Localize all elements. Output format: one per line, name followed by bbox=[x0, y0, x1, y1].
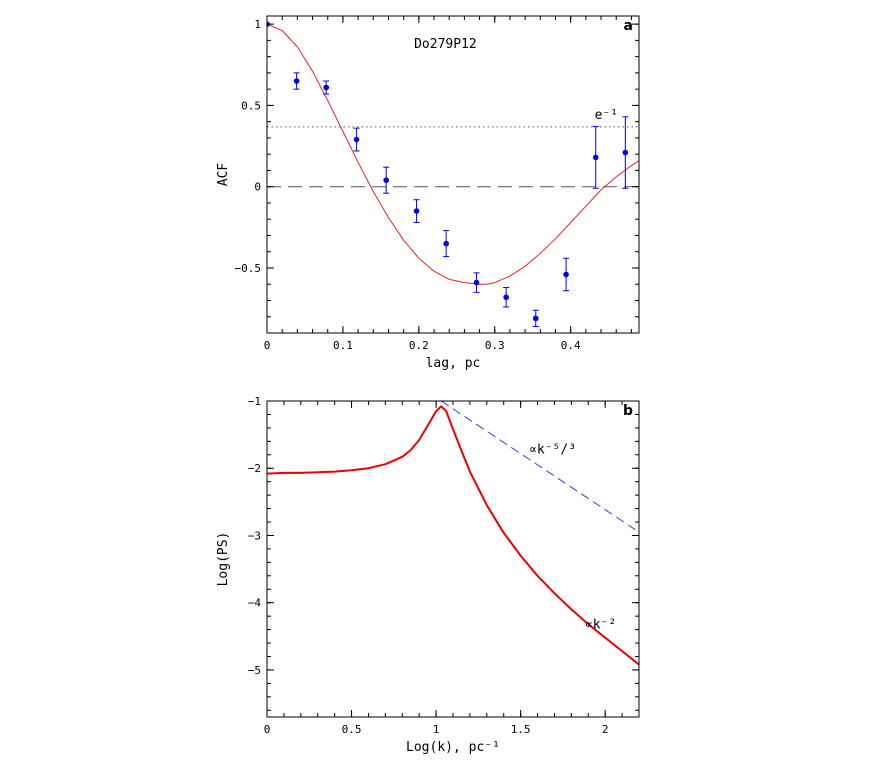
acf-y-axis-label: ACF bbox=[216, 163, 231, 187]
y-tick-label: −3 bbox=[248, 529, 261, 542]
power-spectrum-panel: 0 0.5 1 1.5 2 −5 −4 −3 −2 −1 Log(k), pc⁻¹ Log(PS)… bbox=[216, 395, 640, 755]
acf-data-point bbox=[383, 166, 390, 194]
acf-data-point bbox=[353, 127, 360, 152]
x-tick-label: 0.1 bbox=[333, 339, 353, 352]
acf-point-marker bbox=[323, 84, 330, 91]
panel-letter-b: b bbox=[623, 403, 633, 419]
y-tick-label: 1 bbox=[254, 18, 261, 31]
kolmogorov-slope-line bbox=[440, 401, 639, 533]
x-tick-label: 2 bbox=[602, 723, 609, 736]
ps-plot-frame bbox=[266, 400, 640, 718]
x-tick-label: 1.5 bbox=[511, 723, 531, 736]
acf-plot-frame bbox=[266, 15, 640, 334]
x-tick-label: 0.2 bbox=[409, 339, 429, 352]
acf-data-point bbox=[622, 116, 629, 189]
acf-point-marker bbox=[353, 136, 360, 143]
x-tick-label: 0 bbox=[264, 339, 271, 352]
acf-point-marker bbox=[383, 177, 389, 183]
x-tick-label: 1 bbox=[433, 723, 440, 736]
ps-x-axis-label: Log(k), pc⁻¹ bbox=[406, 740, 500, 755]
x-tick-label: 0 bbox=[264, 723, 271, 736]
acf-fit-curve bbox=[267, 23, 639, 285]
acf-data-point bbox=[293, 72, 300, 90]
acf-data-point bbox=[413, 199, 420, 223]
acf-axis-ticks: 0 0.1 0.2 0.3 0.4 −0.5 0 0.5 1 bbox=[235, 16, 639, 352]
x-tick-label: 0.5 bbox=[342, 723, 362, 736]
x-tick-label: 0.4 bbox=[561, 339, 581, 352]
y-tick-label: −4 bbox=[248, 597, 262, 610]
acf-point-marker bbox=[592, 154, 599, 161]
acf-point-marker bbox=[413, 208, 420, 214]
x-tick-label: 0.3 bbox=[485, 339, 505, 352]
y-tick-label: −0.5 bbox=[235, 262, 262, 275]
acf-point-marker bbox=[532, 315, 539, 322]
acf-data-point bbox=[532, 309, 539, 327]
acf-data-point bbox=[323, 80, 330, 95]
acf-point-marker bbox=[293, 78, 300, 84]
acf-point-marker bbox=[473, 279, 480, 286]
power-spectrum-curve bbox=[267, 405, 639, 666]
y-tick-label: −5 bbox=[248, 664, 261, 677]
ps-y-axis-label: Log(PS) bbox=[216, 532, 231, 587]
acf-point-marker bbox=[503, 294, 509, 301]
ps-axis-ticks: 0 0.5 1 1.5 2 −5 −4 −3 −2 −1 bbox=[248, 395, 640, 736]
acf-panel: 0 0.1 0.2 0.3 0.4 −0.5 0 0.5 1 lag, pc ACF Do279… bbox=[216, 15, 640, 371]
acf-point-marker bbox=[563, 271, 569, 278]
acf-point-marker bbox=[443, 240, 449, 247]
acf-data-point bbox=[443, 230, 450, 258]
y-tick-label: 0.5 bbox=[241, 99, 261, 112]
acf-data-point bbox=[563, 257, 570, 292]
y-tick-label: 0 bbox=[254, 181, 261, 194]
e-inverse-label: e⁻¹ bbox=[595, 108, 618, 123]
panel-letter-a: a bbox=[624, 18, 633, 34]
acf-point-marker bbox=[622, 149, 629, 156]
acf-x-axis-label: lag, pc bbox=[426, 356, 481, 371]
acf-data-point bbox=[473, 272, 480, 293]
acf-data-point bbox=[592, 126, 599, 189]
acf-data-point bbox=[503, 286, 510, 308]
y-tick-label: −1 bbox=[248, 395, 261, 408]
slope-five-thirds-label: ∝k⁻⁵/³ bbox=[529, 442, 576, 457]
acf-chart-title: Do279P12 bbox=[414, 37, 477, 52]
slope-two-label: ∝k⁻² bbox=[585, 617, 616, 632]
y-tick-label: −2 bbox=[248, 462, 261, 475]
